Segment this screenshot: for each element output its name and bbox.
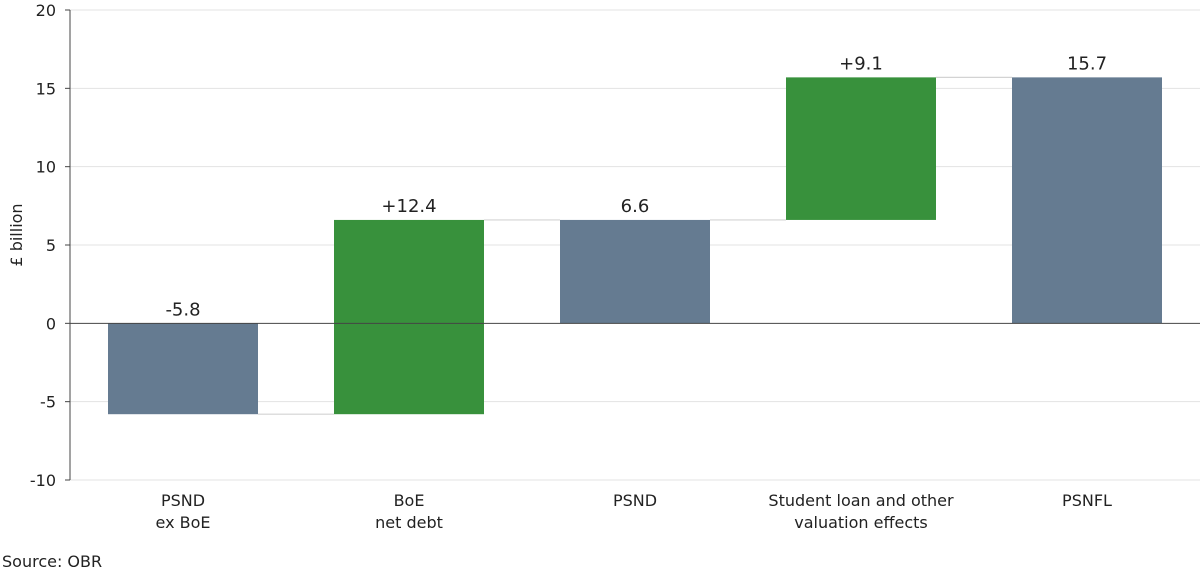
x-category-label-line: PSND (161, 491, 205, 510)
x-category-label-line: ex BoE (156, 513, 211, 532)
y-tick-label: 20 (36, 1, 56, 20)
y-tick-label: -10 (30, 471, 56, 490)
x-category-label-line: valuation effects (794, 513, 928, 532)
data-label: 6.6 (621, 196, 650, 217)
x-category-label-line: net debt (375, 513, 443, 532)
y-tick-label: -5 (40, 393, 56, 412)
y-tick-label: 10 (36, 158, 56, 177)
y-axis (65, 9, 71, 481)
y-tick-label: 0 (46, 314, 56, 333)
data-labels: -5.8 +12.4 6.6 +9.1 15.7 (165, 53, 1107, 320)
change-bar (786, 77, 936, 220)
x-category-label: PSND ex BoE (156, 491, 211, 532)
waterfall-chart: -10 -5 0 5 10 15 20 PSND ex BoE BoE net debt PSND S… (7, 1, 1200, 532)
x-category-label-line: PSND (613, 491, 657, 510)
total-bar (108, 323, 258, 415)
x-category-label: BoE net debt (375, 491, 443, 532)
x-category-label: Student loan and other valuation effects (768, 491, 954, 532)
x-category-label: PSNFL (1062, 491, 1112, 510)
total-bar (560, 219, 710, 324)
x-category-labels: PSND ex BoE BoE net debt PSND Student loan an… (156, 491, 1113, 532)
x-category-label-line: BoE (394, 491, 425, 510)
y-tick-labels: -10 -5 0 5 10 15 20 (30, 1, 56, 490)
y-axis-title: £ billion (7, 203, 26, 266)
change-bar (334, 219, 484, 415)
bars (108, 77, 1162, 415)
x-category-label-line: PSNFL (1062, 491, 1112, 510)
total-bar (1012, 77, 1162, 324)
source-note: Source: OBR (2, 552, 103, 571)
y-tick-label: 15 (36, 79, 56, 98)
connector-lines (258, 76, 1012, 415)
data-label: +9.1 (839, 53, 883, 74)
data-label: +12.4 (381, 196, 436, 217)
x-category-label-line: Student loan and other (768, 491, 954, 510)
data-label: 15.7 (1067, 53, 1107, 74)
x-category-label: PSND (613, 491, 657, 510)
y-tick-label: 5 (46, 236, 56, 255)
data-label: -5.8 (165, 299, 200, 320)
